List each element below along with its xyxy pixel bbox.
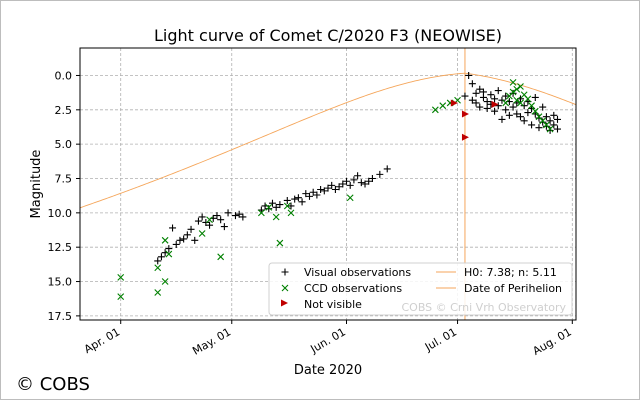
- legend-label-visual: Visual observations: [304, 266, 411, 279]
- ccd-point: [288, 210, 294, 216]
- visual-point: [543, 123, 550, 130]
- x-tick-label: Jul. 01: [422, 325, 459, 354]
- visual-point: [539, 119, 546, 126]
- ccd-point: [277, 240, 283, 246]
- visual-point: [384, 165, 391, 172]
- y-tick-label: 2.5: [55, 104, 73, 117]
- visual-point: [225, 209, 232, 216]
- watermark: COBS © Crni Vrh Observatory: [401, 301, 566, 314]
- ccd-point: [162, 237, 168, 243]
- visual-point: [498, 97, 505, 104]
- visual-point: [535, 124, 542, 131]
- legend-label-model: H0: 7.38; n: 5.11: [464, 266, 557, 279]
- x-tick-label: Aug. 01: [531, 325, 574, 358]
- visual-point: [469, 80, 476, 87]
- visual-point: [376, 171, 383, 178]
- legend-label-ccd: CCD observations: [304, 282, 402, 295]
- chart-canvas: Light curve of Comet C/2020 F3 (NEOWISE)…: [0, 0, 640, 400]
- visual-point: [173, 241, 180, 248]
- copyright: © COBS: [16, 374, 90, 395]
- visual-point: [554, 116, 561, 123]
- chart-title: Light curve of Comet C/2020 F3 (NEOWISE): [154, 26, 502, 45]
- ccd-point: [273, 214, 279, 220]
- visual-point: [535, 115, 542, 122]
- visual-point: [550, 112, 557, 119]
- visual-point: [358, 179, 365, 186]
- visual-point: [484, 105, 491, 112]
- visual-point: [287, 202, 294, 209]
- visual-point: [495, 87, 502, 94]
- visual-point: [521, 117, 528, 124]
- ccd-point: [155, 265, 161, 271]
- visual-point: [491, 108, 498, 115]
- visual-point: [295, 194, 302, 201]
- visual-point: [502, 106, 509, 113]
- legend-label-perihelion: Date of Perihelion: [464, 282, 562, 295]
- visual-point: [487, 91, 494, 98]
- visual-point: [199, 213, 206, 220]
- visual-point: [506, 112, 513, 119]
- visual-point: [291, 196, 298, 203]
- visual-point: [547, 127, 554, 134]
- visual-point: [180, 235, 187, 242]
- visual-point: [473, 90, 480, 97]
- y-tick-label: 10.0: [48, 207, 73, 220]
- ccd-point: [199, 230, 205, 236]
- y-tick-label: 12.5: [48, 241, 73, 254]
- visual-point: [461, 93, 468, 100]
- y-tick-label: 5.0: [55, 138, 73, 151]
- x-axis-title: Date 2020: [294, 363, 362, 378]
- x-tick-label: Jun. 01: [308, 325, 348, 356]
- visual-point: [317, 186, 324, 193]
- visual-point: [217, 216, 224, 223]
- visual-point: [191, 237, 198, 244]
- visual-point: [154, 257, 161, 264]
- visual-point: [347, 182, 354, 189]
- y-tick-label: 17.5: [48, 310, 73, 323]
- visual-point: [532, 94, 539, 101]
- y-axis-title: Magnitude: [29, 150, 44, 219]
- ccd-point: [155, 290, 161, 296]
- visual-point: [554, 126, 561, 133]
- ccd-point: [503, 100, 509, 106]
- visual-point: [158, 253, 165, 260]
- visual-point: [521, 102, 528, 109]
- ccd-point: [347, 195, 353, 201]
- y-tick-label: 0.0: [55, 69, 73, 82]
- y-tick-label: 7.5: [55, 173, 73, 186]
- visual-point: [169, 224, 176, 231]
- visual-point: [176, 237, 183, 244]
- ccd-point: [440, 103, 446, 109]
- x-tick-label: Apr. 01: [82, 325, 122, 356]
- legend-label-notvisible: Not visible: [304, 298, 362, 311]
- visual-point: [502, 93, 509, 100]
- visual-point: [498, 116, 505, 123]
- visual-point: [528, 121, 535, 128]
- ccd-point: [514, 86, 520, 92]
- visual-point: [350, 176, 357, 183]
- visual-point: [184, 231, 191, 238]
- visual-point: [188, 226, 195, 233]
- ccd-point: [218, 254, 224, 260]
- visual-point: [299, 198, 306, 205]
- visual-point: [221, 223, 228, 230]
- y-tick-label: 15.0: [48, 276, 73, 289]
- ccd-point: [517, 83, 523, 89]
- x-tick-label: May. 01: [190, 325, 233, 357]
- visual-point: [195, 218, 202, 225]
